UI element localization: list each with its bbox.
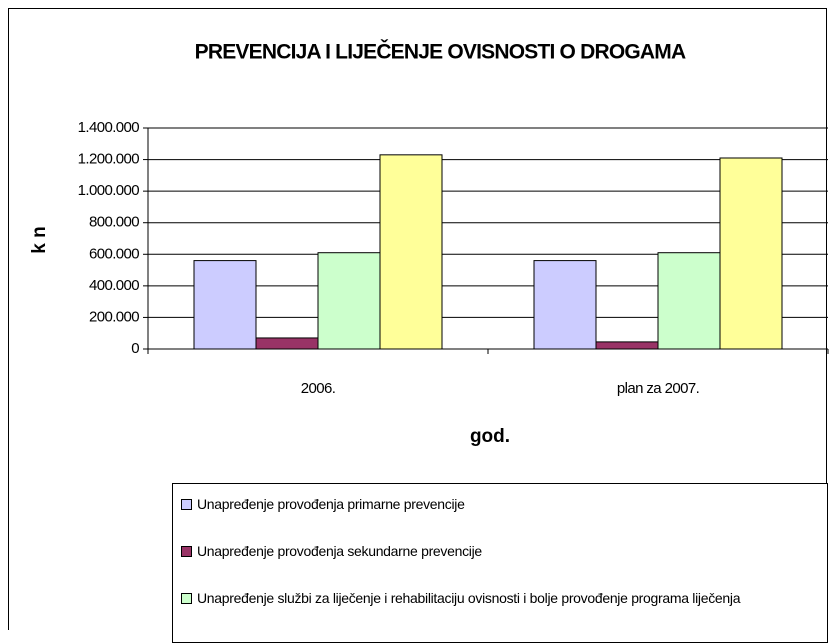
x-tick-label: plan za 2007. xyxy=(617,380,699,397)
bar xyxy=(657,252,721,350)
x-axis-title: god. xyxy=(470,426,510,447)
legend-entry: Unapređenje službi za liječenje i rehabi… xyxy=(181,589,827,607)
bar xyxy=(595,341,659,350)
y-tick-label: 600.000 xyxy=(89,245,139,262)
x-tick-label: 2006. xyxy=(301,380,336,397)
bar xyxy=(379,154,443,350)
legend-label: Unapređenje provođenja primarne prevenci… xyxy=(197,496,465,512)
bar xyxy=(533,260,597,350)
y-tick-label: 1.200.000 xyxy=(78,151,140,168)
legend-label: Unapređenje službi za liječenje i rehabi… xyxy=(197,590,741,606)
y-tick-label: 1.400.000 xyxy=(78,119,140,136)
y-tick-label: 800.000 xyxy=(89,214,139,231)
legend-swatch xyxy=(181,546,192,557)
legend-entry: Unapređenje provođenja primarne prevenci… xyxy=(181,495,827,513)
bar xyxy=(193,260,257,350)
y-tick-label: 200.000 xyxy=(89,308,139,325)
bar xyxy=(255,337,319,350)
y-tick-label: 0 xyxy=(131,340,139,357)
page: {"chart_data": {"type": "bar", "title": … xyxy=(8,8,829,643)
y-tick-label: 1.000.000 xyxy=(78,182,140,199)
legend-swatch xyxy=(181,593,192,604)
legend: Unapređenje provođenja primarne prevenci… xyxy=(172,483,828,643)
chart-title: PREVENCIJA I LIJEČENJE OVISNOSTI O DROGA… xyxy=(195,40,686,64)
bar xyxy=(719,157,783,350)
y-axis-title: k n xyxy=(29,226,50,253)
y-tick-label: 400.000 xyxy=(89,277,139,294)
bar xyxy=(317,252,381,350)
legend-label: Unapređenje provođenja sekundarne preven… xyxy=(197,543,482,559)
legend-swatch xyxy=(181,499,192,510)
legend-entry: Unapređenje provođenja sekundarne preven… xyxy=(181,542,827,560)
